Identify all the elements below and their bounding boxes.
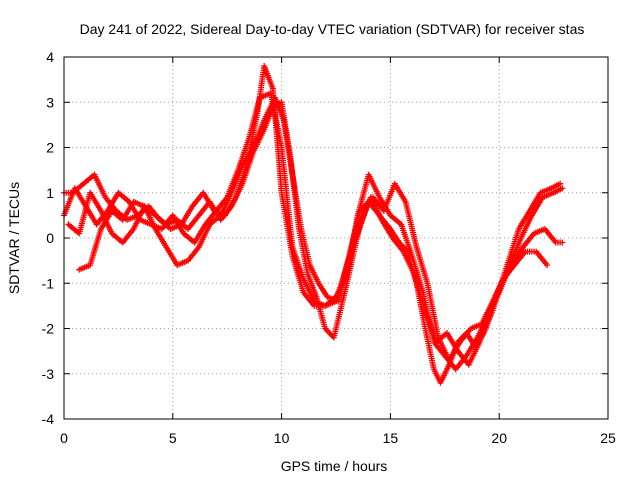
plus-marker (559, 239, 566, 246)
y-tick-label: 0 (46, 230, 54, 246)
plus-marker (557, 180, 564, 187)
x-tick-label: 5 (169, 430, 177, 446)
y-tick-label: 3 (46, 94, 54, 110)
x-axis-label: GPS time / hours (281, 458, 388, 474)
x-tick-label: 10 (274, 430, 290, 446)
series-C (65, 99, 566, 368)
y-tick-label: 2 (46, 140, 54, 156)
plus-marker (544, 262, 551, 269)
x-tick-label: 15 (383, 430, 399, 446)
y-tick-labels: -4 -3 -2 -1 0 1 2 3 4 (42, 49, 55, 427)
plot-frame (63, 56, 609, 420)
series-D (76, 94, 551, 364)
y-tick-label: 1 (46, 185, 54, 201)
x-tick-label: 0 (60, 430, 68, 446)
y-tick-label: -1 (42, 275, 55, 291)
plus-marker (559, 185, 566, 192)
x-tick-label: 25 (600, 430, 616, 446)
y-tick-label: -3 (42, 366, 55, 382)
grid-lines (64, 57, 608, 419)
x-tick-label: 20 (491, 430, 507, 446)
chart-title: Day 241 of 2022, Sidereal Day-to-day VTE… (80, 21, 585, 37)
y-axis-label: SDTVAR / TECUs (6, 182, 22, 294)
y-tick-label: -4 (42, 411, 55, 427)
data-marks (61, 63, 566, 386)
y-tick-label: -2 (42, 321, 55, 337)
x-tick-labels: 0 5 10 15 20 25 (60, 430, 616, 446)
y-tick-label: 4 (46, 49, 54, 65)
series-B (61, 90, 566, 373)
